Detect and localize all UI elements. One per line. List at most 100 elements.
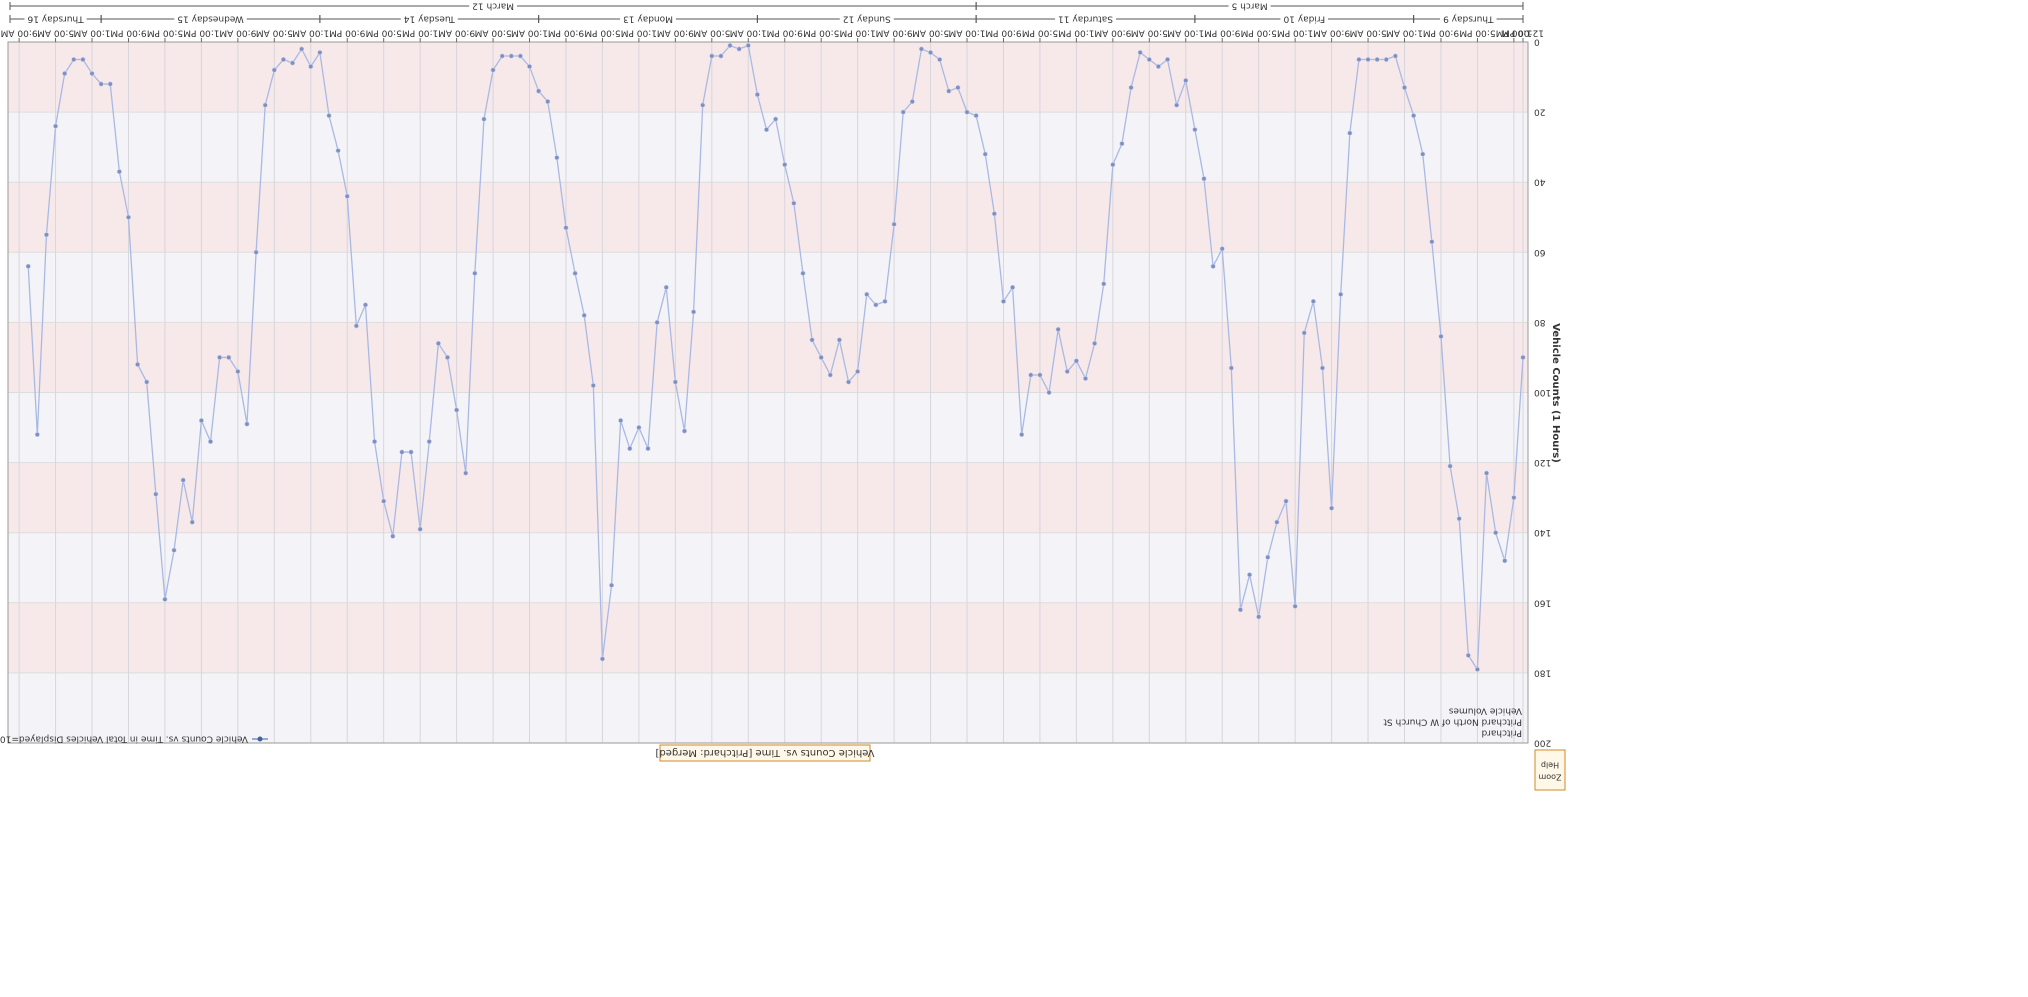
grid: [8, 41, 1528, 744]
point: [873, 302, 879, 308]
point: [1046, 390, 1052, 396]
week-label-bg: [469, 0, 517, 12]
help-label[interactable]: Help: [1541, 761, 1559, 770]
point: [62, 71, 68, 77]
day-label-bg: [1440, 13, 1497, 25]
point: [171, 547, 177, 553]
x-tick-label: 1:00 AM: [1386, 28, 1423, 38]
point: [1110, 162, 1116, 168]
point: [444, 354, 450, 360]
point: [426, 439, 432, 445]
point: [991, 211, 997, 217]
point: [499, 53, 505, 59]
x-tick-label: 1:00 PM: [183, 28, 219, 38]
x-tick-label: 1:00 PM: [1058, 28, 1094, 38]
point: [691, 309, 697, 315]
point: [517, 53, 523, 59]
point: [408, 449, 414, 455]
band: [8, 252, 1528, 323]
x-tick-label: 5:00 PM: [584, 28, 620, 38]
info-line: Vehicle Volumes: [1448, 706, 1522, 716]
point: [299, 46, 305, 52]
point: [198, 418, 204, 424]
zoom-label[interactable]: Zoom: [1538, 773, 1561, 782]
point: [782, 162, 788, 168]
point: [681, 428, 687, 434]
point: [736, 46, 742, 52]
x-tick-label: 1:00 PM: [621, 28, 657, 38]
band: [8, 42, 1528, 113]
point: [827, 372, 833, 378]
x-tick-label: 9:00 PM: [985, 28, 1021, 38]
point: [1420, 151, 1426, 157]
point: [353, 323, 359, 329]
point: [1274, 519, 1280, 525]
point: [153, 491, 159, 497]
point: [490, 67, 496, 73]
y-tick-label: 80: [1534, 317, 1546, 327]
x-tick-label: 9:00 AM: [657, 28, 694, 38]
point: [1429, 239, 1435, 245]
point: [290, 60, 296, 66]
x-tick-label: 1:00 PM: [840, 28, 876, 38]
point: [909, 99, 915, 105]
point: [672, 379, 678, 385]
point: [98, 81, 104, 87]
title-box: [659, 744, 871, 762]
day-label-bg: [1055, 13, 1116, 25]
week-label: March 12: [472, 1, 514, 11]
x-tick-label: 1:00 PM: [402, 28, 438, 38]
point: [308, 64, 314, 70]
point: [463, 470, 469, 476]
point: [1155, 64, 1161, 70]
day-label-bg: [400, 13, 458, 25]
zoom-help-button[interactable]: [1534, 749, 1566, 791]
day-label: Sunday 12: [843, 14, 891, 24]
week-label-bg: [1228, 0, 1271, 12]
point: [1484, 470, 1490, 476]
point: [964, 109, 970, 115]
x-tick-label: 5:00 PM: [1241, 28, 1277, 38]
point: [1411, 113, 1417, 119]
point: [727, 43, 733, 49]
y-tick-label: 160: [1534, 597, 1551, 607]
x-tick-label: 1:00 PM: [1277, 28, 1313, 38]
point: [71, 57, 77, 63]
point: [1237, 607, 1243, 613]
y-tick-label: 140: [1534, 527, 1551, 537]
point: [1292, 603, 1298, 609]
y-tick-label: 40: [1534, 177, 1546, 187]
point: [1228, 365, 1234, 371]
point: [855, 368, 861, 374]
band: [8, 112, 1528, 183]
point: [1174, 102, 1180, 108]
x-tick-label: 9:00 PM: [767, 28, 803, 38]
point: [280, 57, 286, 63]
point: [636, 425, 642, 431]
point: [599, 656, 605, 662]
x-tick-label: 5:00 PM: [1459, 28, 1495, 38]
x-tick-label: 5:00 PM: [1022, 28, 1058, 38]
point: [946, 88, 952, 94]
point: [928, 50, 934, 56]
point: [43, 232, 49, 238]
point: [399, 449, 405, 455]
point: [25, 263, 31, 269]
info-line: Pritchard North of W Church St: [1383, 717, 1522, 727]
point: [262, 102, 268, 108]
point: [1283, 498, 1289, 504]
point: [818, 354, 824, 360]
point: [326, 113, 332, 119]
y-tick-label: 20: [1534, 107, 1546, 117]
point: [372, 439, 378, 445]
point: [773, 116, 779, 122]
x-tick-label: 1:00 AM: [730, 28, 767, 38]
point: [80, 57, 86, 63]
point: [1301, 330, 1307, 336]
x-tick-label: 9:00 AM: [1094, 28, 1131, 38]
point: [1465, 652, 1471, 658]
x-tick-label: 5:00 AM: [37, 28, 74, 38]
band: [8, 392, 1528, 463]
point: [1010, 284, 1016, 290]
